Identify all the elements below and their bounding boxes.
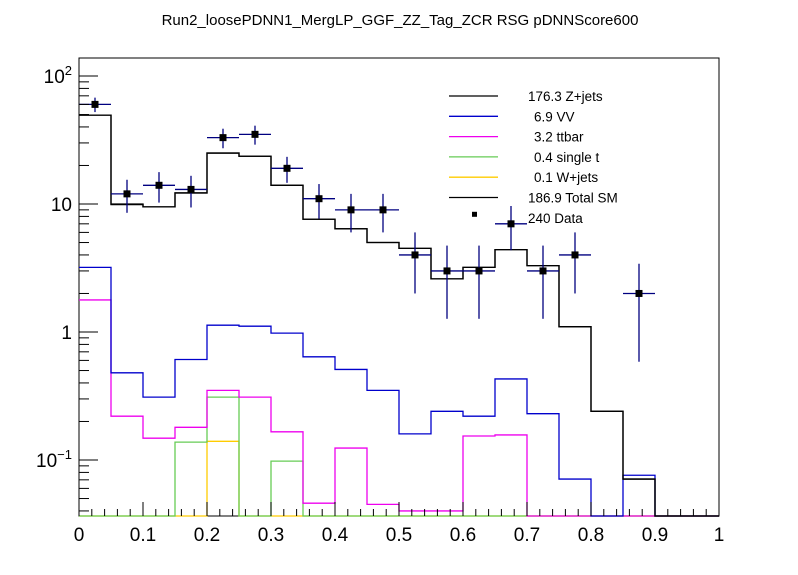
- data-marker: [251, 130, 259, 138]
- legend-label: 186.9 Total SM: [528, 191, 618, 206]
- legend: 176.3 Z+jets 6.9 VV 3.2 ttbar 0.4 single t 0…: [449, 89, 618, 226]
- legend-label: 0.4 single t: [534, 150, 600, 165]
- data-marker: [315, 195, 323, 203]
- legend-label: 176.3 Z+jets: [528, 89, 603, 104]
- x-tick-label: 0.6: [450, 525, 476, 546]
- series-layer: [79, 97, 719, 517]
- data-point: [495, 206, 527, 251]
- data-point: [143, 172, 175, 203]
- data-marker: [379, 206, 387, 214]
- axes-layer: 0 0.1 0.2 0.3 0.4 0.5 0.6 0.7 0.8 0.9 1 10−1 1 10 102: [36, 63, 724, 546]
- data-marker: [635, 289, 643, 297]
- legend-entry: 3.2 ttbar: [449, 130, 584, 145]
- legend-label: 240 Data: [528, 211, 583, 226]
- data-point: [207, 128, 239, 149]
- x-tick-label: 0.8: [578, 525, 604, 546]
- data-point: [271, 156, 303, 183]
- y-tick-label: 1: [61, 323, 72, 344]
- data-point: [111, 179, 143, 213]
- data-point: [175, 175, 207, 208]
- legend-entry: 240 Data: [472, 211, 583, 226]
- legend-entry: 6.9 VV: [449, 109, 575, 124]
- legend-label: 0.1 W+jets: [534, 170, 598, 185]
- data-marker: [411, 251, 419, 259]
- data-marker: [347, 206, 355, 214]
- data-marker: [219, 134, 227, 142]
- x-tick-label: 0: [74, 525, 85, 546]
- data-point: [623, 263, 655, 362]
- legend-label: 6.9 VV: [534, 109, 575, 124]
- legend-entry: 0.4 single t: [449, 150, 600, 165]
- legend-label: 3.2 ttbar: [534, 130, 584, 145]
- legend-entry: 0.1 W+jets: [449, 170, 598, 185]
- legend-entry: 176.3 Z+jets: [449, 89, 603, 104]
- x-tick-label: 0.7: [514, 525, 540, 546]
- y-tick-label: 102: [44, 63, 72, 88]
- data-point: [303, 184, 335, 219]
- step-line: [79, 299, 719, 517]
- x-tick-label: 1: [714, 525, 725, 546]
- x-tick-label: 0.5: [386, 525, 412, 546]
- chart-title: Run2_loosePDNN1_MergLP_GGF_ZZ_Tag_ZCR RS…: [162, 12, 639, 29]
- x-tick-label: 0.2: [194, 525, 220, 546]
- data-point: [431, 245, 463, 319]
- x-tick-label: 0.4: [322, 525, 349, 546]
- x-tick-label: 0.9: [642, 525, 668, 546]
- legend-entry: 186.9 Total SM: [449, 191, 618, 206]
- data-point: [239, 125, 271, 145]
- y-tick-label: 10−1: [36, 447, 72, 472]
- data-point: [527, 245, 559, 319]
- data-point: [463, 245, 495, 319]
- data-marker: [571, 251, 579, 259]
- data-marker: [91, 100, 99, 108]
- data-marker: [539, 267, 547, 275]
- data-marker: [187, 185, 195, 193]
- series-data: [79, 97, 655, 362]
- data-marker: [123, 190, 131, 198]
- legend-marker: [472, 211, 477, 217]
- y-tick-label: 10: [51, 195, 72, 216]
- data-marker: [155, 181, 163, 189]
- data-point: [367, 193, 399, 233]
- x-tick-label: 0.3: [258, 525, 284, 546]
- data-marker: [475, 267, 483, 275]
- step-line: [79, 114, 719, 517]
- x-tick-label: 0.1: [130, 525, 156, 546]
- data-point: [399, 232, 431, 294]
- data-marker: [283, 164, 291, 172]
- data-point: [335, 193, 367, 233]
- series-total-sm: [79, 114, 719, 517]
- series-ttbar: [79, 299, 719, 517]
- data-marker: [443, 267, 451, 275]
- data-marker: [507, 220, 515, 228]
- data-point: [559, 232, 591, 294]
